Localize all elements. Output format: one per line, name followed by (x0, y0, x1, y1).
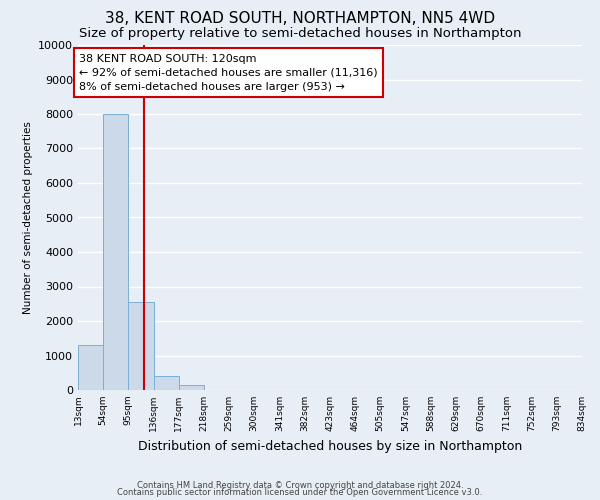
Bar (154, 376, 179, 390)
Text: Size of property relative to semi-detached houses in Northampton: Size of property relative to semi-detach… (79, 28, 521, 40)
Bar (179, 385, 204, 390)
Y-axis label: Number of semi-detached properties: Number of semi-detached properties (23, 121, 32, 314)
Text: 38, KENT ROAD SOUTH, NORTHAMPTON, NN5 4WD: 38, KENT ROAD SOUTH, NORTHAMPTON, NN5 4W… (105, 11, 495, 26)
Text: Contains HM Land Registry data © Crown copyright and database right 2024.: Contains HM Land Registry data © Crown c… (137, 480, 463, 490)
Bar (128, 302, 154, 390)
Bar (103, 114, 128, 390)
X-axis label: Distribution of semi-detached houses by size in Northampton: Distribution of semi-detached houses by … (138, 440, 522, 452)
Text: Contains public sector information licensed under the Open Government Licence v3: Contains public sector information licen… (118, 488, 482, 497)
Text: 38 KENT ROAD SOUTH: 120sqm
← 92% of semi-detached houses are smaller (11,316)
8%: 38 KENT ROAD SOUTH: 120sqm ← 92% of semi… (79, 54, 378, 92)
Bar (78, 345, 103, 390)
